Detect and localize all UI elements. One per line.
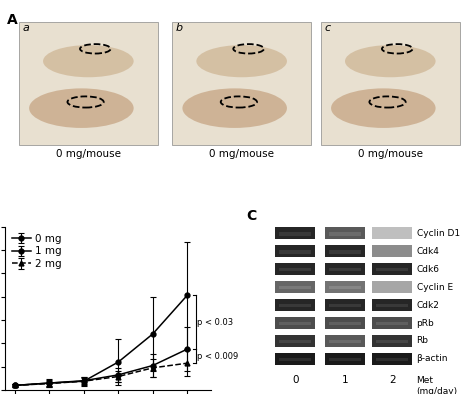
Text: 0: 0 <box>292 375 299 385</box>
FancyBboxPatch shape <box>271 225 417 241</box>
FancyBboxPatch shape <box>271 333 417 349</box>
FancyBboxPatch shape <box>325 299 365 311</box>
FancyBboxPatch shape <box>279 251 311 253</box>
FancyBboxPatch shape <box>329 232 361 236</box>
FancyBboxPatch shape <box>275 335 316 347</box>
Text: Cdk6: Cdk6 <box>417 264 439 273</box>
FancyBboxPatch shape <box>275 227 316 239</box>
Text: Cdk4: Cdk4 <box>417 247 439 256</box>
FancyBboxPatch shape <box>279 340 311 344</box>
Ellipse shape <box>196 45 287 77</box>
Text: A: A <box>7 13 18 27</box>
Text: 0 mg/mouse: 0 mg/mouse <box>209 149 274 159</box>
FancyBboxPatch shape <box>271 351 417 367</box>
FancyBboxPatch shape <box>329 340 361 344</box>
FancyBboxPatch shape <box>372 263 412 275</box>
Text: a: a <box>22 23 29 33</box>
FancyBboxPatch shape <box>275 299 316 311</box>
FancyBboxPatch shape <box>329 251 361 253</box>
FancyBboxPatch shape <box>275 317 316 329</box>
Text: p < 0.009: p < 0.009 <box>198 352 239 361</box>
Ellipse shape <box>345 45 436 77</box>
FancyBboxPatch shape <box>279 286 311 290</box>
FancyBboxPatch shape <box>325 245 365 257</box>
FancyBboxPatch shape <box>372 281 412 293</box>
FancyBboxPatch shape <box>325 335 365 347</box>
Ellipse shape <box>182 88 287 128</box>
FancyBboxPatch shape <box>325 317 365 329</box>
FancyBboxPatch shape <box>372 245 412 257</box>
FancyBboxPatch shape <box>372 335 412 347</box>
FancyBboxPatch shape <box>372 299 412 311</box>
FancyBboxPatch shape <box>271 279 417 295</box>
FancyBboxPatch shape <box>271 297 417 313</box>
Ellipse shape <box>29 88 134 128</box>
FancyBboxPatch shape <box>275 353 316 365</box>
FancyBboxPatch shape <box>329 305 361 307</box>
FancyBboxPatch shape <box>279 322 311 325</box>
Text: 0 mg/mouse: 0 mg/mouse <box>358 149 423 159</box>
FancyBboxPatch shape <box>18 22 158 145</box>
FancyBboxPatch shape <box>329 322 361 325</box>
FancyBboxPatch shape <box>325 227 365 239</box>
Ellipse shape <box>331 88 436 128</box>
FancyBboxPatch shape <box>376 322 409 325</box>
Text: Cdk2: Cdk2 <box>417 301 439 310</box>
FancyBboxPatch shape <box>376 340 409 344</box>
FancyBboxPatch shape <box>325 281 365 293</box>
FancyBboxPatch shape <box>279 305 311 307</box>
Text: pRb: pRb <box>417 318 434 327</box>
Text: 0 mg/mouse: 0 mg/mouse <box>56 149 121 159</box>
FancyBboxPatch shape <box>275 245 316 257</box>
FancyBboxPatch shape <box>329 286 361 290</box>
Text: p < 0.03: p < 0.03 <box>198 318 234 327</box>
FancyBboxPatch shape <box>271 243 417 259</box>
FancyBboxPatch shape <box>279 359 311 361</box>
Text: b: b <box>176 23 183 33</box>
FancyBboxPatch shape <box>275 263 316 275</box>
Text: Cyclin E: Cyclin E <box>417 282 453 292</box>
FancyBboxPatch shape <box>372 317 412 329</box>
FancyBboxPatch shape <box>372 227 412 239</box>
FancyBboxPatch shape <box>376 305 409 307</box>
Text: Met
(mg/day): Met (mg/day) <box>417 376 458 394</box>
FancyBboxPatch shape <box>329 359 361 361</box>
Text: Cyclin D1: Cyclin D1 <box>417 229 460 238</box>
FancyBboxPatch shape <box>271 261 417 277</box>
FancyBboxPatch shape <box>329 268 361 271</box>
FancyBboxPatch shape <box>320 22 460 145</box>
Text: c: c <box>324 23 330 33</box>
Text: 2: 2 <box>389 375 396 385</box>
Text: β-actin: β-actin <box>417 355 448 364</box>
FancyBboxPatch shape <box>275 281 316 293</box>
FancyBboxPatch shape <box>279 232 311 236</box>
Ellipse shape <box>43 45 134 77</box>
FancyBboxPatch shape <box>271 315 417 331</box>
FancyBboxPatch shape <box>325 263 365 275</box>
FancyBboxPatch shape <box>376 359 409 361</box>
Text: Rb: Rb <box>417 336 428 346</box>
Legend: 0 mg, 1 mg, 2 mg: 0 mg, 1 mg, 2 mg <box>8 230 66 273</box>
Text: C: C <box>246 209 256 223</box>
FancyBboxPatch shape <box>172 22 311 145</box>
Text: 1: 1 <box>342 375 348 385</box>
FancyBboxPatch shape <box>376 268 409 271</box>
FancyBboxPatch shape <box>372 353 412 365</box>
FancyBboxPatch shape <box>325 353 365 365</box>
FancyBboxPatch shape <box>279 268 311 271</box>
